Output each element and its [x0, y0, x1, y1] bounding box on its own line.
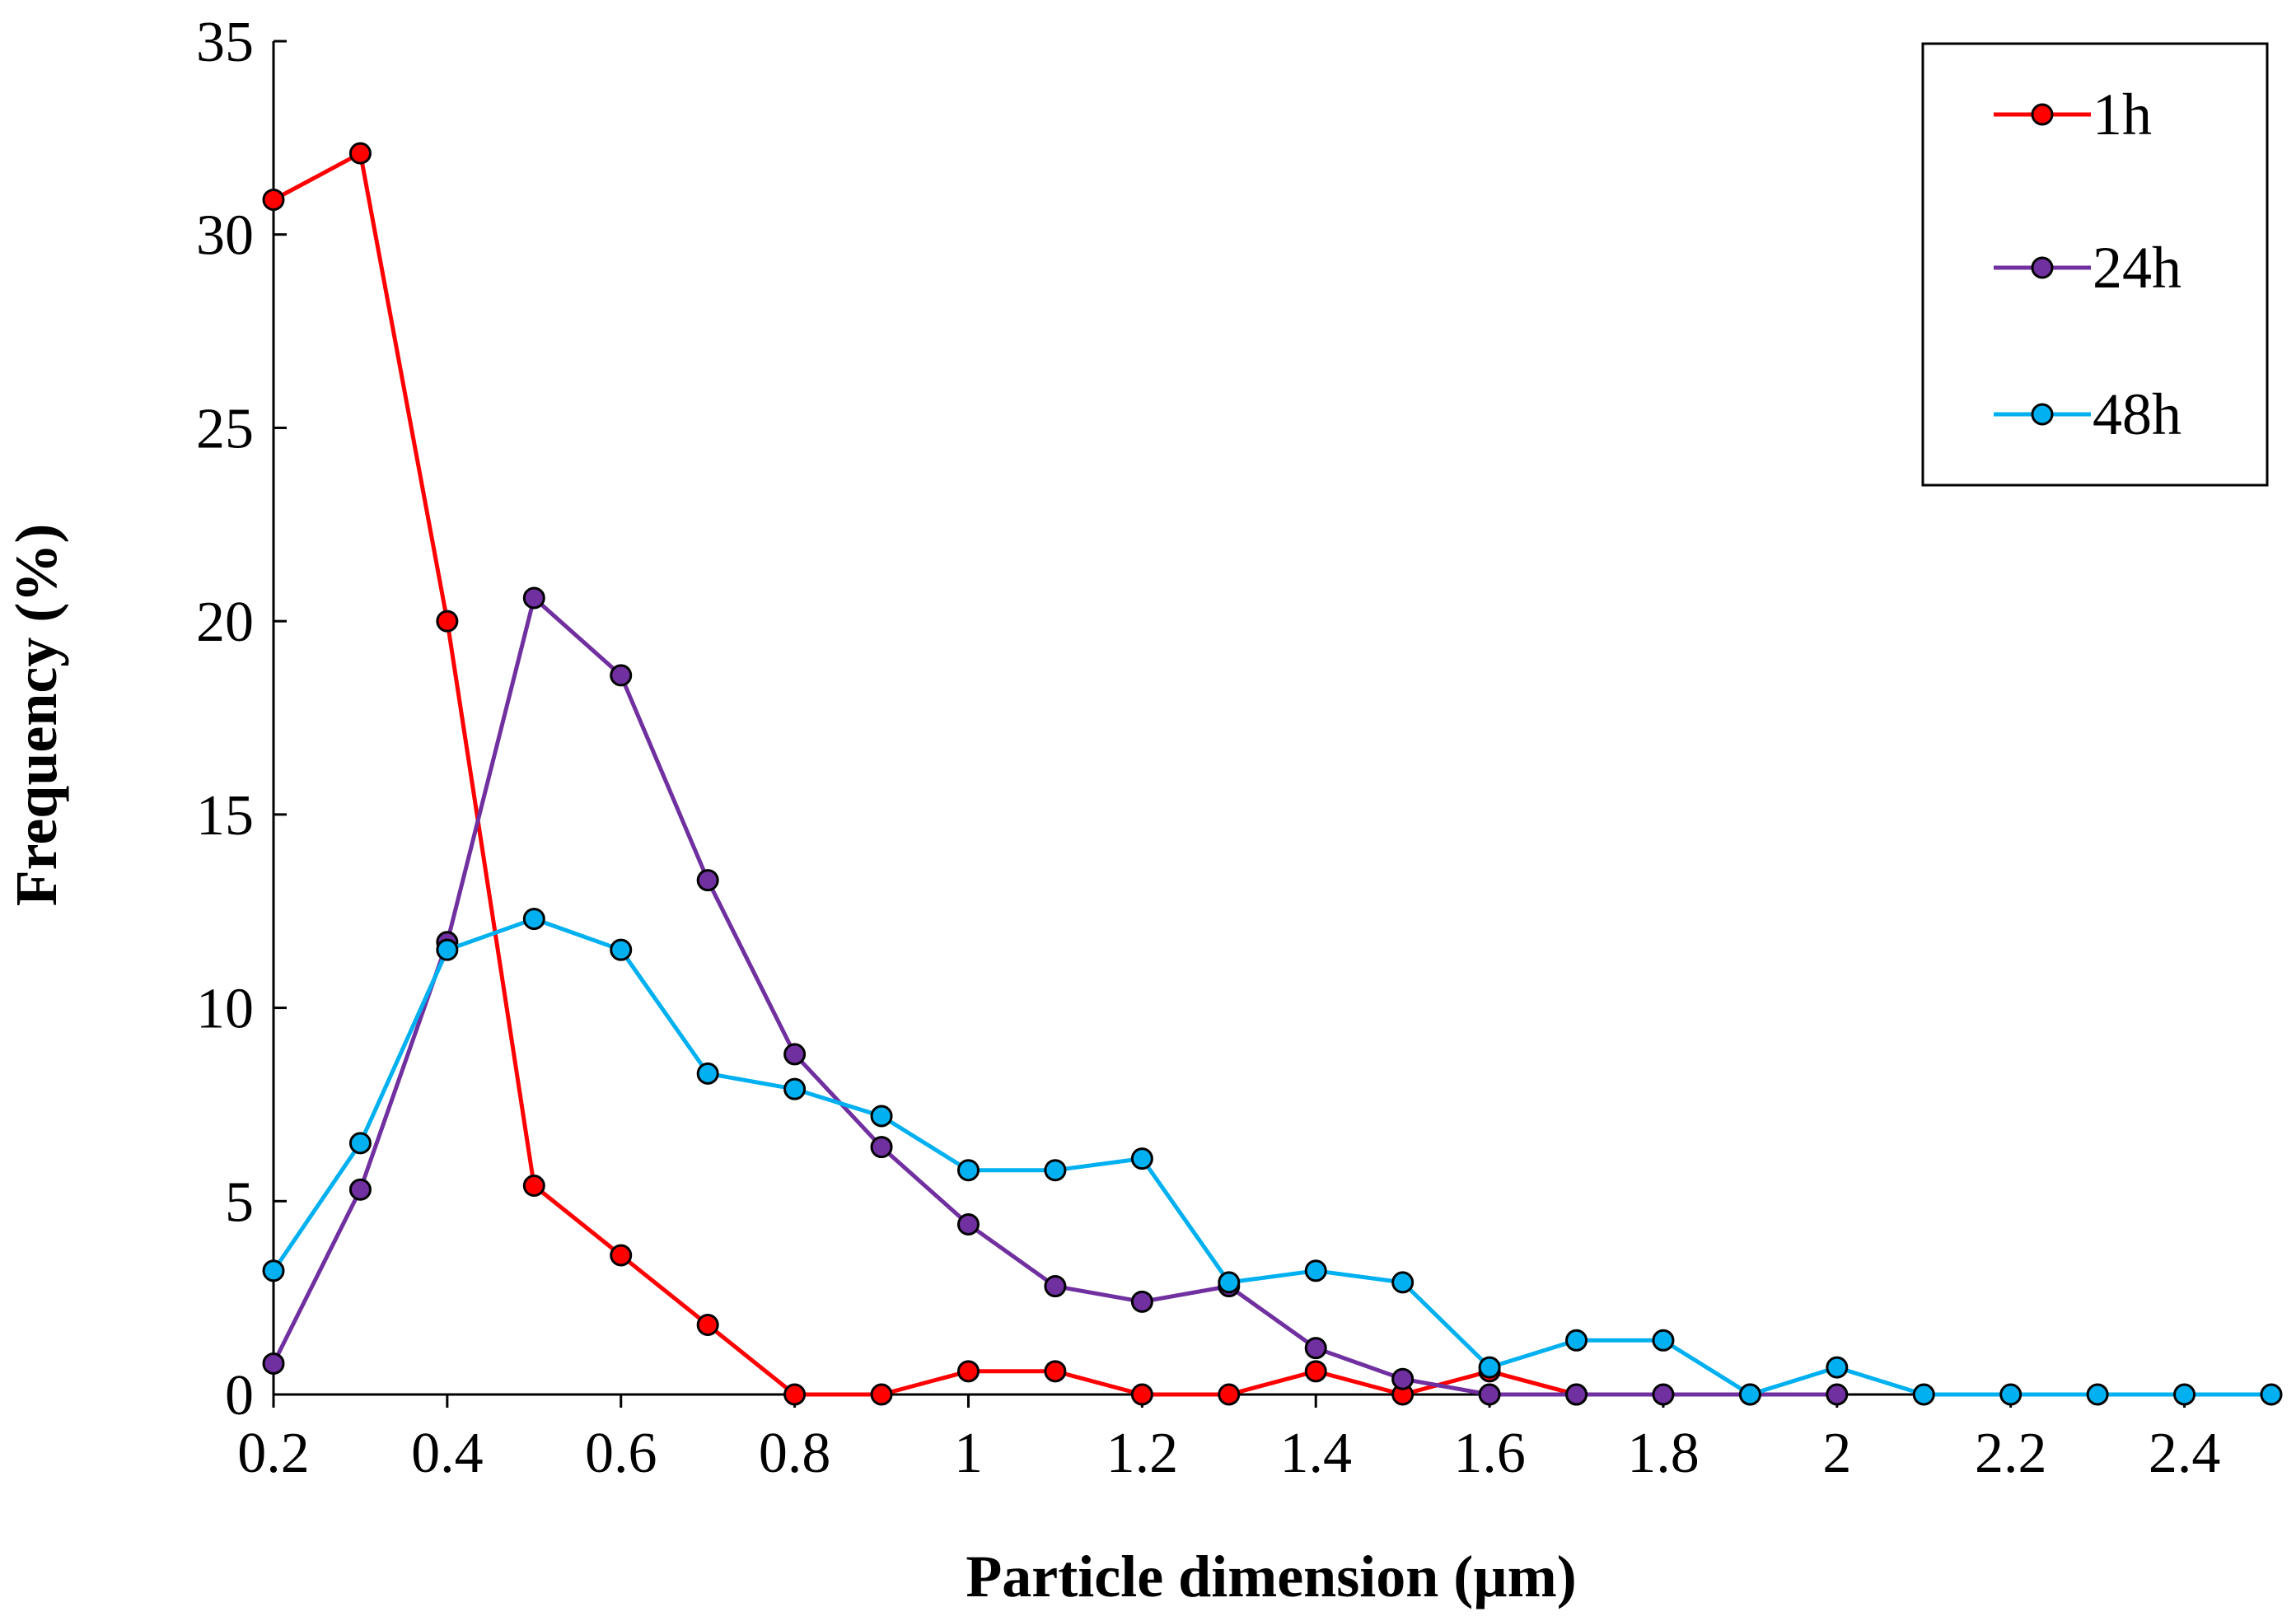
data-point-24h [262, 1352, 285, 1375]
x-tick-label: 0.6 [585, 1422, 657, 1485]
data-point-48h [436, 938, 459, 961]
data-point-1h [348, 142, 372, 165]
data-point-48h [956, 1159, 980, 1182]
legend-item-48h: 48h [1994, 381, 2181, 447]
y-tick-label: 0 [225, 1364, 254, 1427]
legend-label: 24h [2093, 235, 2181, 301]
data-point-48h [522, 908, 545, 931]
x-tick-label: 2.4 [2149, 1422, 2221, 1485]
data-point-48h [348, 1132, 372, 1155]
x-tick-label: 1.2 [1106, 1422, 1179, 1485]
x-axis-title: Particle dimension (µm) [966, 1544, 1576, 1609]
legend: 1h 24h 48h [1921, 42, 2269, 487]
legend-swatch-marker [2031, 256, 2054, 279]
data-point-1h [1044, 1360, 1067, 1383]
data-point-1h [870, 1383, 893, 1406]
y-tick-label: 35 [196, 11, 254, 74]
data-point-24h [1044, 1275, 1067, 1298]
x-axis-ticks: 0.2 0.4 0.6 0.8 1 1.2 1.4 1.6 1.8 2 2.2 2.4 [237, 1394, 2220, 1485]
x-tick-label: 1.4 [1279, 1422, 1352, 1485]
x-tick-label: 0.8 [759, 1422, 831, 1485]
data-point-24h [1304, 1337, 1327, 1360]
y-axis-ticks: 0 5 10 15 20 25 30 35 [196, 11, 287, 1427]
data-point-48h [783, 1077, 807, 1100]
legend-item-1h: 1h [1994, 82, 2152, 147]
data-point-48h [1218, 1271, 1241, 1294]
data-point-24h [1652, 1383, 1675, 1406]
x-tick-label: 1.8 [1627, 1422, 1700, 1485]
data-point-24h [696, 869, 719, 892]
data-point-48h [1738, 1383, 1761, 1406]
y-axis-title: Frequency (%) [3, 524, 69, 907]
data-point-1h [1218, 1383, 1241, 1406]
data-point-24h [348, 1178, 372, 1201]
data-point-24h [1478, 1383, 1501, 1406]
data-point-48h [610, 938, 633, 961]
y-tick-label: 30 [196, 204, 254, 268]
y-tick-label: 5 [225, 1170, 254, 1234]
data-point-48h [2086, 1383, 2109, 1406]
data-point-1h [522, 1175, 545, 1198]
y-tick-label: 15 [196, 784, 254, 848]
data-point-48h [1652, 1329, 1675, 1352]
data-point-24h [1391, 1367, 1415, 1390]
data-point-1h [1130, 1383, 1153, 1406]
data-point-24h [522, 586, 545, 610]
legend-swatch-marker [2031, 403, 2054, 426]
data-point-24h [783, 1043, 807, 1066]
data-point-48h [262, 1259, 285, 1282]
data-point-1h [262, 188, 285, 211]
data-point-24h [610, 664, 633, 687]
series-layer [262, 142, 2283, 1406]
legend-swatch-marker [2031, 103, 2054, 126]
x-tick-label: 2.2 [1975, 1422, 2047, 1485]
data-point-1h [610, 1244, 633, 1267]
data-point-24h [1565, 1383, 1588, 1406]
x-tick-label: 2 [1822, 1422, 1851, 1485]
data-point-48h [1044, 1159, 1067, 1182]
data-point-48h [696, 1062, 719, 1085]
series-line-1h [272, 151, 1578, 1397]
data-point-24h [1130, 1290, 1153, 1313]
data-point-1h [956, 1360, 980, 1383]
legend-label: 48h [2093, 381, 2181, 447]
data-point-48h [1999, 1383, 2022, 1406]
y-tick-label: 20 [196, 591, 254, 654]
data-point-1h [696, 1314, 719, 1337]
data-point-1h [1304, 1360, 1327, 1383]
x-tick-label: 0.2 [237, 1422, 310, 1485]
legend-label: 1h [2093, 82, 2152, 147]
series-48h [262, 908, 2283, 1406]
data-point-1h [436, 610, 459, 633]
y-tick-label: 10 [196, 978, 254, 1041]
data-point-48h [1826, 1356, 1849, 1379]
data-point-48h [1565, 1329, 1588, 1352]
x-tick-label: 1 [954, 1422, 983, 1485]
x-tick-label: 1.6 [1453, 1422, 1526, 1485]
data-point-48h [1130, 1147, 1153, 1170]
data-point-48h [1391, 1271, 1415, 1294]
data-point-1h [783, 1383, 807, 1406]
x-tick-label: 0.4 [411, 1422, 484, 1485]
data-point-48h [2260, 1383, 2283, 1406]
data-point-24h [1826, 1383, 1849, 1406]
legend-box [1921, 42, 2269, 487]
data-point-48h [1912, 1383, 1935, 1406]
data-point-48h [2173, 1383, 2196, 1406]
legend-item-24h: 24h [1994, 235, 2181, 301]
series-line-48h [271, 917, 2271, 1397]
data-point-48h [1478, 1356, 1501, 1379]
data-point-48h [1304, 1259, 1327, 1282]
data-point-24h [870, 1136, 893, 1159]
data-point-24h [956, 1212, 980, 1236]
y-tick-label: 25 [196, 397, 254, 460]
data-point-48h [870, 1105, 893, 1128]
